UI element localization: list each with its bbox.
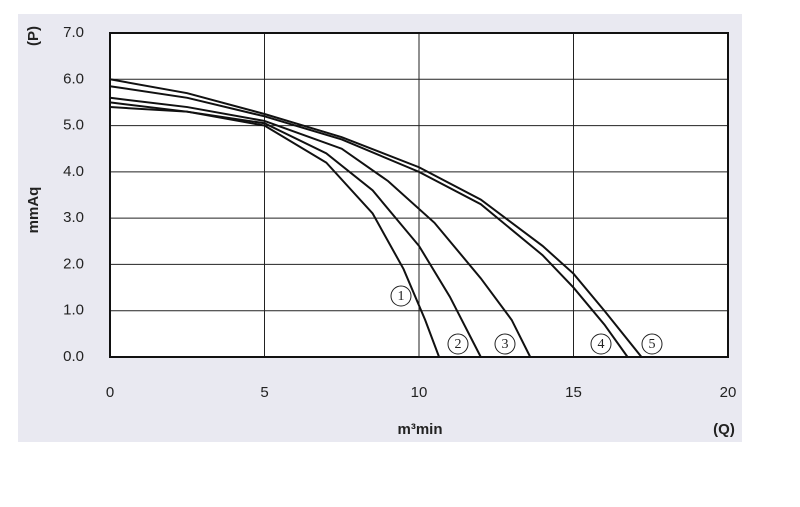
plot-border bbox=[109, 32, 729, 358]
curve-label: 2 bbox=[455, 337, 462, 352]
x-tick-label: 0 bbox=[106, 384, 114, 401]
y-tick-label: 5.0 bbox=[63, 117, 84, 134]
curve bbox=[109, 85, 629, 358]
x-tick-label: 20 bbox=[720, 384, 737, 401]
x-axis-label: m³min bbox=[398, 421, 443, 438]
curve-label: 3 bbox=[502, 337, 509, 352]
curve-label-circle bbox=[641, 333, 663, 355]
y-tick-label: 2.0 bbox=[63, 255, 84, 272]
curve-label-circle bbox=[447, 333, 469, 355]
y-tick-label: 7.0 bbox=[63, 24, 84, 41]
y-axis-label: mmAq bbox=[25, 187, 42, 234]
curve bbox=[109, 96, 532, 358]
curve bbox=[109, 78, 643, 358]
curve-label-circle bbox=[494, 333, 516, 355]
curve-label: 5 bbox=[649, 337, 656, 352]
y-tick-label: 4.0 bbox=[63, 163, 84, 180]
x-tick-label: 10 bbox=[411, 384, 428, 401]
curve-label-circle bbox=[590, 333, 612, 355]
x-tick-label: 5 bbox=[260, 384, 268, 401]
curve-label-circle bbox=[390, 285, 412, 307]
y-axis-unit: (P) bbox=[25, 26, 42, 46]
y-tick-label: 0.0 bbox=[63, 348, 84, 365]
y-tick-label: 1.0 bbox=[63, 302, 84, 319]
curve-label: 4 bbox=[598, 337, 605, 352]
curve bbox=[109, 101, 482, 358]
y-tick-label: 6.0 bbox=[63, 70, 84, 87]
curve-label: 1 bbox=[398, 289, 405, 304]
x-tick-label: 15 bbox=[565, 384, 582, 401]
x-axis-unit: (Q) bbox=[713, 421, 735, 438]
y-tick-label: 3.0 bbox=[63, 209, 84, 226]
